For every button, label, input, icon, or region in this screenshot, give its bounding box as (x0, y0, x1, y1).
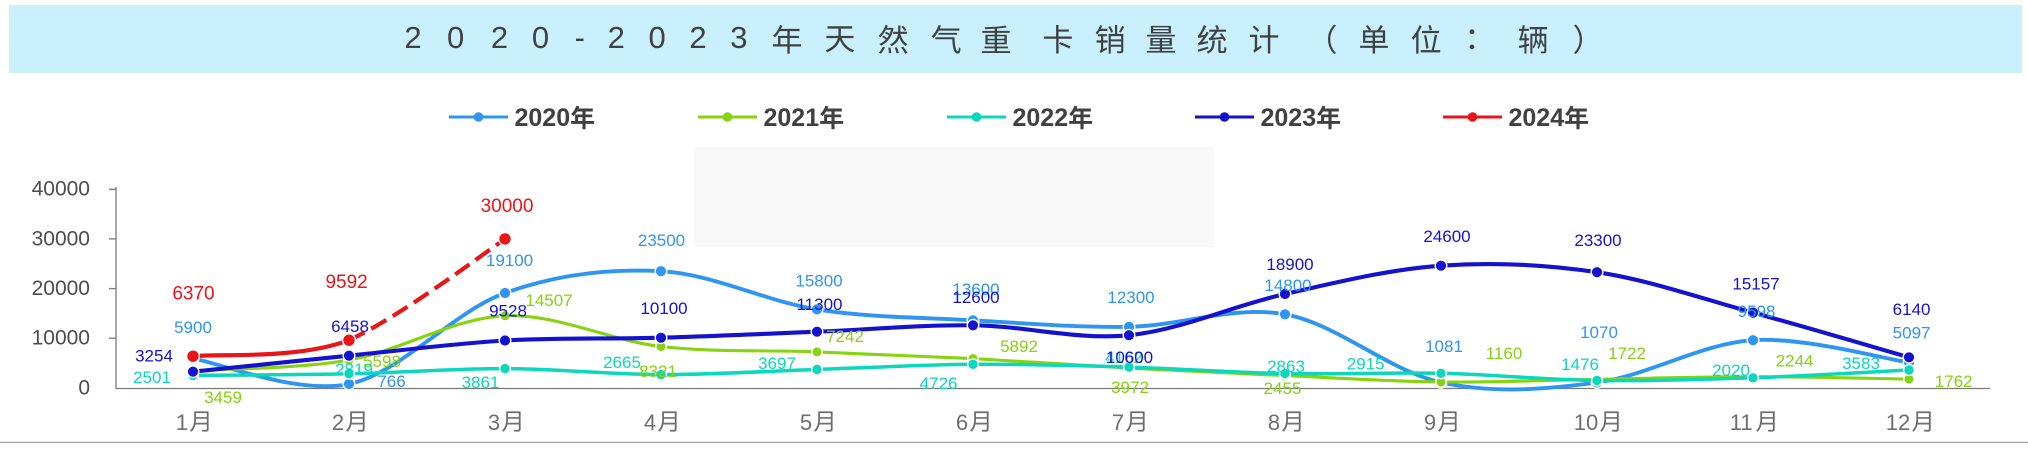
svg-text:2024: 2024 (1509, 104, 1565, 132)
svg-text:766: 766 (377, 372, 405, 391)
svg-text:6370: 6370 (172, 283, 214, 304)
svg-text:30000: 30000 (481, 196, 534, 217)
svg-text:5900: 5900 (174, 318, 212, 337)
svg-text:4726: 4726 (920, 374, 958, 393)
svg-text:1160: 1160 (1486, 344, 1523, 363)
svg-text:2819: 2819 (335, 360, 373, 379)
svg-text:3583: 3583 (1842, 354, 1880, 373)
svg-text:8321: 8321 (639, 362, 677, 381)
svg-text:9: 9 (1424, 410, 1436, 435)
svg-text:3: 3 (730, 20, 747, 55)
svg-text:10: 10 (1574, 410, 1598, 435)
svg-text:2244: 2244 (1776, 352, 1814, 371)
svg-text:12: 12 (1886, 410, 1910, 435)
svg-text:1476: 1476 (1561, 355, 1599, 374)
svg-text:6140: 6140 (1893, 300, 1931, 319)
svg-text:24600: 24600 (1423, 227, 1470, 246)
svg-text:3697: 3697 (758, 354, 796, 373)
svg-text:11300: 11300 (796, 295, 842, 314)
svg-text:0: 0 (78, 376, 90, 399)
svg-text:10000: 10000 (32, 327, 90, 350)
svg-text:2: 2 (491, 20, 508, 55)
svg-text:2022: 2022 (1013, 104, 1069, 132)
svg-text:3972: 3972 (1111, 378, 1149, 397)
svg-text:3: 3 (488, 410, 500, 435)
svg-text:5892: 5892 (1000, 337, 1038, 356)
svg-text:2665: 2665 (603, 353, 641, 372)
svg-text:9528: 9528 (489, 302, 527, 321)
svg-text:19100: 19100 (486, 251, 533, 270)
svg-text:2455: 2455 (1264, 379, 1302, 398)
svg-text:2501: 2501 (133, 368, 171, 387)
svg-text:0: 0 (447, 20, 464, 55)
svg-text:6: 6 (956, 410, 968, 435)
svg-text:2023: 2023 (1261, 104, 1317, 132)
svg-text:5598: 5598 (363, 352, 401, 371)
svg-text:23500: 23500 (638, 231, 685, 250)
svg-text:9598: 9598 (1738, 302, 1776, 321)
svg-text:2020: 2020 (515, 104, 571, 132)
svg-text:11: 11 (1730, 410, 1753, 435)
svg-text:0: 0 (532, 20, 549, 55)
svg-text:8: 8 (1268, 410, 1280, 435)
svg-text:0: 0 (648, 20, 665, 55)
svg-text:5097: 5097 (1893, 324, 1931, 343)
svg-text:1070: 1070 (1580, 323, 1618, 342)
svg-text:3861: 3861 (462, 373, 500, 392)
svg-text:40000: 40000 (32, 178, 90, 201)
svg-text:1081: 1081 (1425, 337, 1463, 356)
svg-text:20000: 20000 (32, 277, 90, 300)
svg-text:10100: 10100 (640, 299, 687, 318)
svg-text:18900: 18900 (1266, 255, 1313, 274)
svg-text:2: 2 (332, 410, 344, 435)
svg-text:2020: 2020 (1712, 361, 1750, 380)
svg-text:4162: 4162 (1105, 348, 1143, 367)
svg-text:1722: 1722 (1608, 344, 1646, 363)
svg-text:7: 7 (1112, 410, 1124, 435)
svg-text:30000: 30000 (32, 227, 90, 250)
svg-text:1762: 1762 (1935, 372, 1973, 391)
svg-text:2915: 2915 (1347, 355, 1385, 374)
svg-text:2021: 2021 (764, 104, 820, 132)
svg-text:14507: 14507 (525, 291, 572, 310)
svg-text:3459: 3459 (204, 388, 242, 407)
svg-text:5: 5 (800, 410, 812, 435)
svg-text:2: 2 (404, 20, 421, 55)
svg-text:6458: 6458 (331, 317, 369, 336)
svg-text:15157: 15157 (1732, 275, 1779, 294)
svg-text:9592: 9592 (325, 272, 367, 293)
svg-text:7242: 7242 (826, 327, 864, 346)
svg-text:12600: 12600 (952, 288, 999, 307)
svg-text:14800: 14800 (1264, 276, 1311, 295)
svg-text:13600: 13600 (952, 280, 999, 299)
svg-text:12300: 12300 (1107, 288, 1154, 307)
svg-text:2: 2 (689, 20, 706, 55)
svg-text:4: 4 (644, 410, 656, 435)
svg-text:23300: 23300 (1574, 231, 1621, 250)
svg-text:10600: 10600 (1106, 348, 1153, 367)
svg-text:3254: 3254 (135, 347, 173, 366)
svg-text:2863: 2863 (1267, 357, 1305, 376)
svg-text:2: 2 (608, 20, 625, 55)
svg-text:15800: 15800 (795, 272, 842, 291)
svg-text:-: - (575, 20, 585, 55)
svg-text:1: 1 (176, 410, 188, 435)
